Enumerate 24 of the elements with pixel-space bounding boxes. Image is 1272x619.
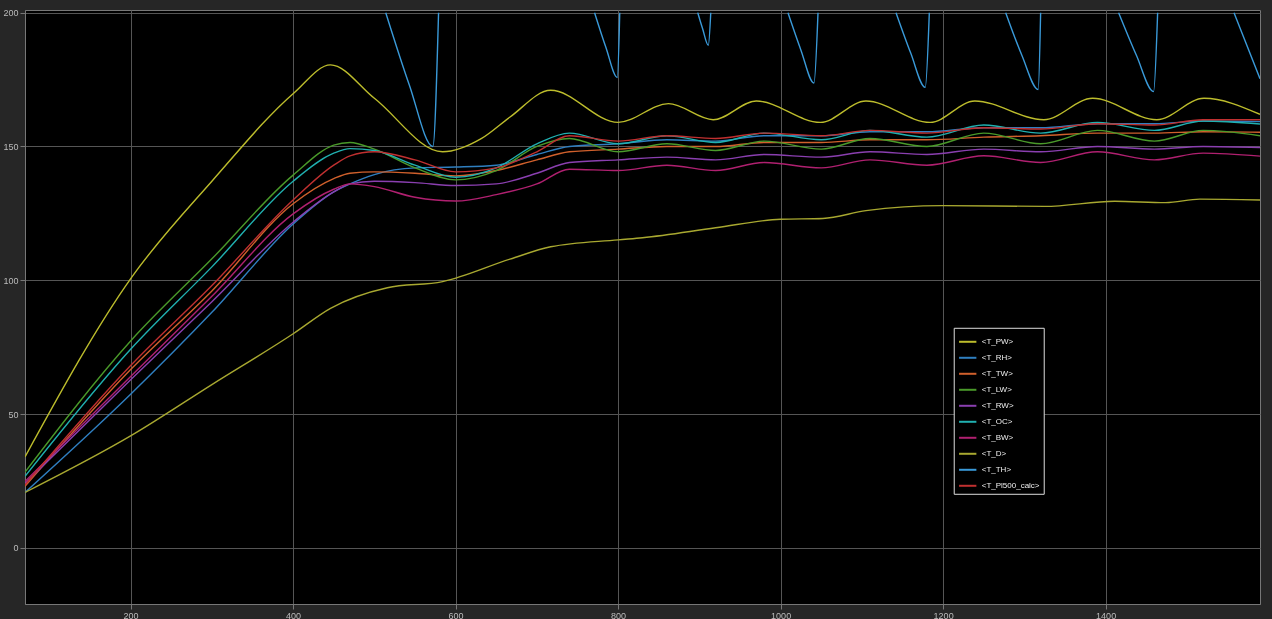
line-series (25, 64, 1260, 458)
y-tick-label: 200 (3, 8, 19, 19)
x-tick-label: 600 (448, 610, 464, 619)
y-tick-label: 150 (3, 141, 19, 152)
x-tick-label: 400 (286, 610, 302, 619)
legend-label: <T_TH> (981, 464, 1012, 474)
legend-label: <T_TW> (981, 368, 1014, 378)
x-tick-label: 1000 (771, 610, 792, 619)
legend-label: <T_LW> (981, 384, 1013, 394)
line-series (25, 198, 1260, 494)
x-tick-label: 800 (611, 610, 627, 619)
legend-label: <T_D> (981, 448, 1007, 458)
y-tick-label: 50 (8, 409, 19, 420)
legend-label: <T_RW> (981, 400, 1014, 410)
y-tick-label: 0 (13, 543, 19, 554)
legend-label: <T_RH> (981, 352, 1013, 362)
legend-label: <T_PW> (981, 336, 1014, 346)
legend-label: <T_OC> (981, 416, 1013, 426)
legend-label: <T_Pl500_calc> (981, 480, 1040, 490)
x-tick-label: 200 (123, 610, 139, 619)
y-tick-label: 100 (3, 275, 19, 286)
legend-label: <T_BW> (981, 432, 1014, 442)
x-tick-label: 1400 (1096, 610, 1117, 619)
x-tick-label: 1200 (933, 610, 954, 619)
